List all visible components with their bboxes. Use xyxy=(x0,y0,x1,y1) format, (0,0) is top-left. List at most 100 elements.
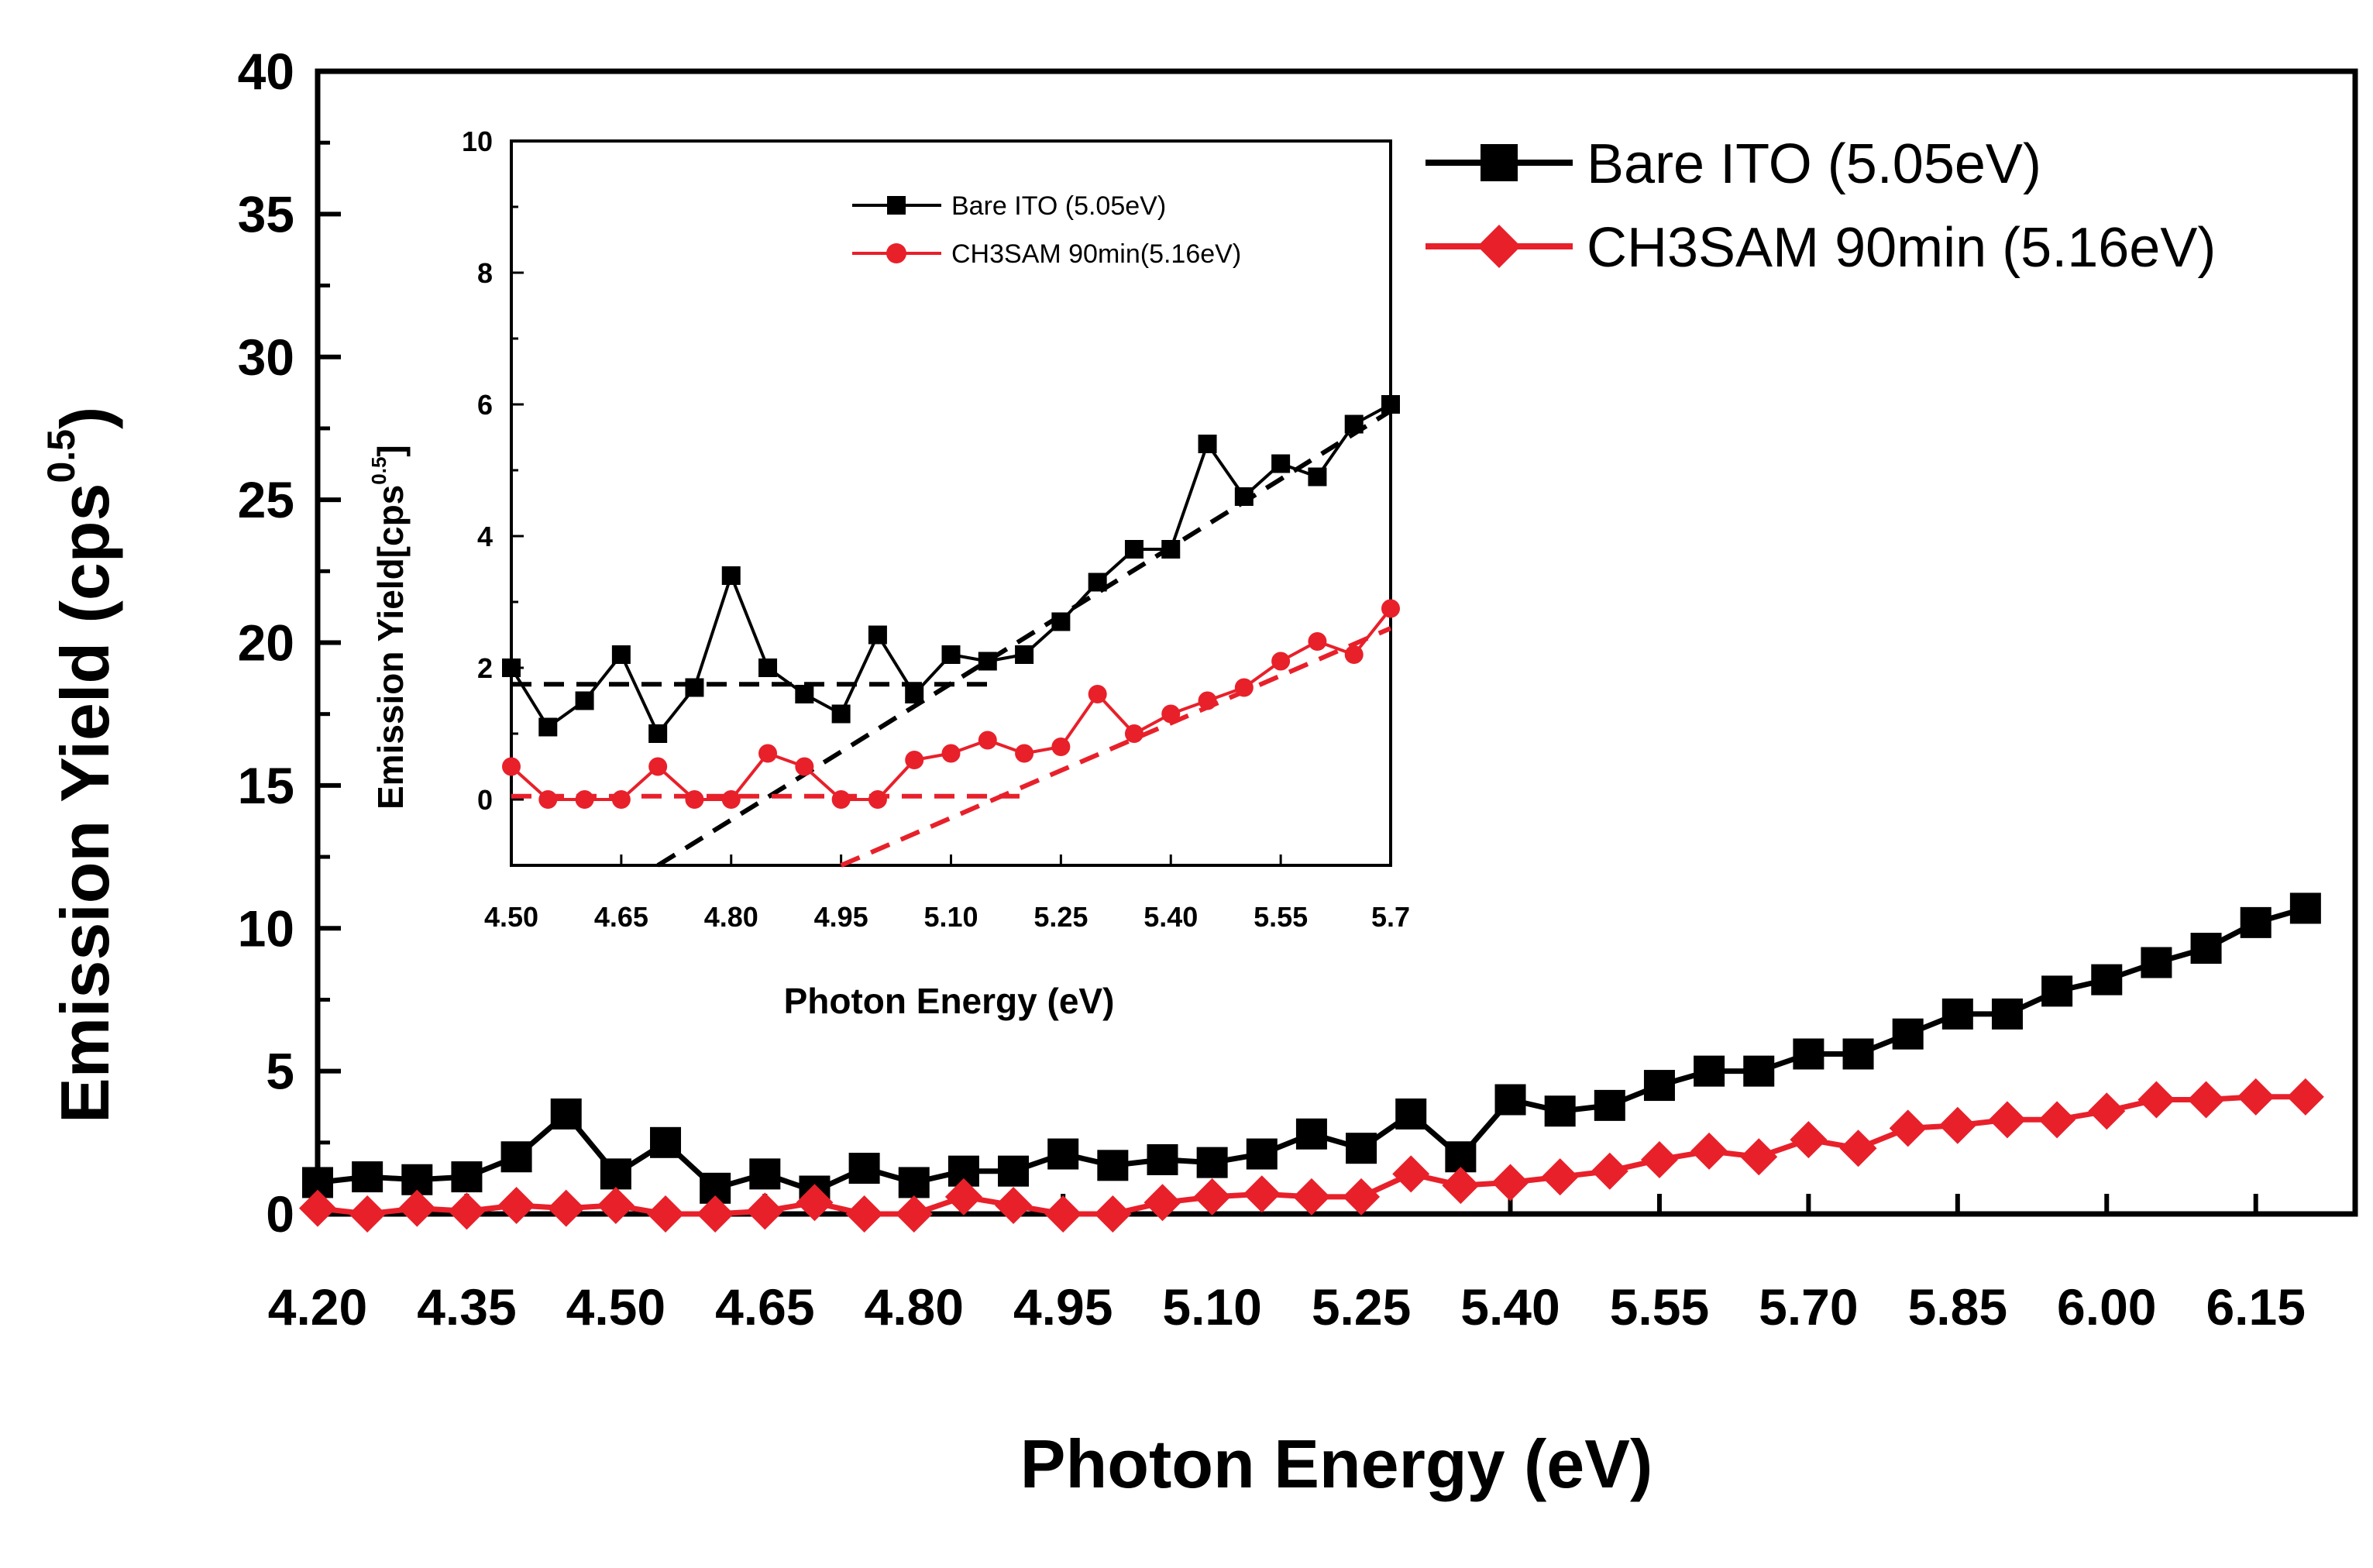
data-point xyxy=(597,1186,635,1224)
inset-data-point xyxy=(575,790,594,809)
data-point xyxy=(500,1141,532,1173)
data-point xyxy=(1991,998,2023,1030)
inset-y-tick-label: 8 xyxy=(477,257,493,289)
data-point xyxy=(1044,1195,1082,1233)
inset-data-point xyxy=(905,685,924,703)
data-point xyxy=(1097,1150,1129,1181)
data-point xyxy=(1889,1109,1927,1147)
main-x-tick-label: 5.25 xyxy=(1312,1278,1411,1336)
inset-data-point xyxy=(611,790,631,809)
inset-x-tick-label: 5.40 xyxy=(1144,901,1198,933)
data-point xyxy=(299,1189,336,1227)
inset-y-tick-label: 0 xyxy=(477,784,493,816)
main-x-tick-label: 5.10 xyxy=(1162,1278,1261,1336)
data-point xyxy=(547,1189,585,1227)
inset-series-ch3sam xyxy=(502,599,1400,809)
main-x-tick-label: 4.80 xyxy=(865,1278,964,1336)
inset-data-point xyxy=(1124,724,1144,743)
data-point xyxy=(1694,1055,1725,1087)
data-point xyxy=(2289,892,2321,924)
data-point xyxy=(2187,1081,2225,1119)
inset-x-tick-label: 4.65 xyxy=(594,901,648,933)
legend-label-ch3sam: CH3SAM 90min (5.16eV) xyxy=(1587,217,2216,279)
inset-data-point xyxy=(1198,435,1217,453)
inset-y-tick-label: 10 xyxy=(462,126,493,157)
data-point xyxy=(1591,1152,1628,1190)
inset-x-tick-label: 5.10 xyxy=(923,901,978,933)
data-point xyxy=(1144,1184,1181,1222)
data-point xyxy=(746,1192,784,1230)
data-point xyxy=(1295,1118,1327,1150)
data-point xyxy=(1047,1138,1079,1170)
main-x-tick-label: 6.00 xyxy=(2057,1278,2156,1336)
data-point xyxy=(1594,1089,1625,1121)
inset-data-point xyxy=(978,731,997,750)
inset-data-point xyxy=(941,645,961,664)
inset-fit-slope-bare xyxy=(656,408,1392,868)
inset-data-point xyxy=(1088,573,1107,592)
data-point xyxy=(1494,1084,1526,1116)
data-point xyxy=(2137,1081,2175,1119)
data-point xyxy=(1343,1178,1381,1216)
data-point xyxy=(2038,1101,2076,1139)
data-point xyxy=(1643,1070,1675,1102)
inset-data-point xyxy=(1344,414,1364,434)
legend-marker-ch3sam xyxy=(1477,225,1521,268)
inset-y-axis-title-superscript: 0.5 xyxy=(367,457,390,485)
inset-data-point xyxy=(1381,395,1400,414)
data-point xyxy=(796,1184,834,1222)
data-point xyxy=(1941,998,1973,1030)
data-point xyxy=(451,1161,483,1193)
data-point xyxy=(749,1158,781,1190)
data-point xyxy=(1541,1158,1579,1196)
data-point xyxy=(1790,1121,1828,1159)
main-y-axis-title-close: ) xyxy=(46,407,123,429)
data-point xyxy=(1246,1138,1278,1170)
data-point xyxy=(2091,964,2123,995)
inset-data-point xyxy=(1234,487,1254,506)
inset-y-axis-title-close: ] xyxy=(370,445,411,456)
inset-series-group xyxy=(502,395,1400,809)
data-point xyxy=(1640,1140,1678,1178)
data-point xyxy=(448,1192,486,1230)
data-point xyxy=(352,1161,383,1193)
data-point xyxy=(848,1153,880,1184)
inset-data-point xyxy=(685,790,704,809)
inset-fit-slope-sam xyxy=(840,626,1392,868)
inset-data-point xyxy=(685,678,704,697)
data-point xyxy=(2240,906,2272,938)
data-point xyxy=(696,1195,734,1233)
inset-y-tick-label: 4 xyxy=(477,521,493,552)
inset-x-tick-label: 4.80 xyxy=(704,901,758,933)
main-y-axis-title: Emission Yield (cps0.5) xyxy=(40,407,123,1123)
inset-data-point xyxy=(978,652,997,671)
main-y-tick-label: 5 xyxy=(266,1043,294,1100)
main-y-tick-label: 40 xyxy=(238,43,294,100)
inset-data-point xyxy=(1271,454,1291,473)
data-point xyxy=(1988,1101,2026,1139)
main-y-axis-title-text: Emission Yield (cps xyxy=(46,483,123,1123)
data-point xyxy=(2237,1078,2275,1116)
inset-data-point xyxy=(1234,678,1254,697)
main-y-tick-label: 30 xyxy=(238,328,294,386)
inset-x-tick-label: 4.95 xyxy=(814,901,868,933)
data-point xyxy=(998,1155,1030,1187)
data-point xyxy=(1292,1178,1330,1216)
main-x-tick-label: 4.50 xyxy=(566,1278,665,1336)
inset-data-point xyxy=(1161,704,1181,724)
inset-x-axis: 4.50 4.65 4.80 4.95 5.10 5.25 5.40 5.55 5.7 xyxy=(484,854,1410,933)
data-point xyxy=(2141,947,2172,978)
series-ch3sam xyxy=(299,1078,2324,1233)
data-point xyxy=(1793,1038,1824,1070)
data-point xyxy=(1839,1130,1877,1167)
data-point xyxy=(1892,1018,1924,1050)
main-y-tick-label: 0 xyxy=(266,1185,294,1243)
inset-data-point xyxy=(1124,540,1144,559)
data-point xyxy=(845,1195,883,1233)
inset-data-point xyxy=(795,685,814,703)
main-x-tick-label: 4.35 xyxy=(417,1278,516,1336)
inset-y-axis-title: Emission Yield[cps0.5] xyxy=(367,445,411,810)
inset-data-point xyxy=(795,757,814,776)
data-point xyxy=(1740,1138,1778,1176)
